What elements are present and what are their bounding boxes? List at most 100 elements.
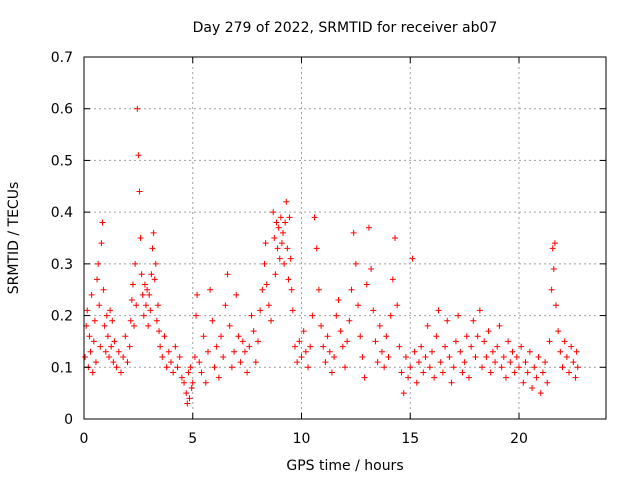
data-point bbox=[526, 348, 533, 355]
data-point bbox=[154, 302, 161, 309]
y-tick-label: 0.3 bbox=[51, 257, 73, 273]
data-point bbox=[202, 379, 209, 386]
data-point bbox=[415, 359, 422, 366]
y-axis-label: SRMTID / TECUs bbox=[6, 182, 22, 295]
data-point bbox=[87, 348, 94, 355]
data-point bbox=[94, 276, 101, 283]
data-point bbox=[378, 348, 385, 355]
data-point bbox=[233, 291, 240, 298]
data-point bbox=[144, 286, 151, 293]
data-point bbox=[235, 333, 242, 340]
data-point bbox=[489, 348, 496, 355]
data-point bbox=[573, 348, 580, 355]
data-point bbox=[559, 364, 566, 371]
data-point bbox=[222, 302, 229, 309]
data-point bbox=[426, 364, 433, 371]
data-point bbox=[120, 353, 127, 360]
data-point bbox=[108, 343, 115, 350]
data-point bbox=[502, 374, 509, 381]
data-point bbox=[150, 229, 157, 236]
data-point bbox=[248, 312, 255, 319]
data-point bbox=[374, 359, 381, 366]
data-point bbox=[107, 307, 114, 314]
data-point bbox=[159, 353, 166, 360]
data-point bbox=[346, 317, 353, 324]
data-point bbox=[326, 348, 333, 355]
data-point bbox=[117, 369, 124, 376]
data-point bbox=[131, 322, 138, 329]
data-point bbox=[472, 353, 479, 360]
data-point bbox=[407, 364, 414, 371]
data-point bbox=[422, 353, 429, 360]
x-tick-label: 0 bbox=[80, 431, 89, 447]
data-point bbox=[146, 291, 153, 298]
data-point bbox=[500, 353, 507, 360]
data-point bbox=[126, 343, 133, 350]
data-point bbox=[231, 348, 238, 355]
data-point bbox=[470, 317, 477, 324]
data-point bbox=[555, 328, 562, 335]
data-point bbox=[213, 343, 220, 350]
data-point bbox=[262, 240, 269, 247]
data-point bbox=[344, 338, 351, 345]
data-point bbox=[134, 105, 141, 112]
data-point bbox=[289, 307, 296, 314]
data-point bbox=[241, 348, 248, 355]
data-point bbox=[96, 302, 103, 309]
x-tick-label: 20 bbox=[510, 431, 528, 447]
y-tick-label: 0 bbox=[64, 412, 73, 428]
y-tick-label: 0.5 bbox=[51, 153, 73, 169]
data-point bbox=[520, 379, 527, 386]
data-point bbox=[246, 343, 253, 350]
data-point bbox=[424, 322, 431, 329]
data-point bbox=[97, 343, 104, 350]
data-point bbox=[542, 359, 549, 366]
data-point bbox=[287, 255, 294, 262]
data-point bbox=[498, 364, 505, 371]
data-point bbox=[284, 245, 291, 252]
data-point bbox=[82, 353, 89, 360]
data-point bbox=[270, 209, 277, 216]
data-point bbox=[273, 219, 280, 226]
data-point bbox=[550, 266, 557, 273]
data-point bbox=[196, 359, 203, 366]
data-point bbox=[276, 255, 283, 262]
data-point bbox=[239, 338, 246, 345]
data-point bbox=[277, 214, 284, 221]
data-point bbox=[211, 364, 218, 371]
data-point bbox=[294, 359, 301, 366]
data-point bbox=[315, 286, 322, 293]
data-point bbox=[95, 260, 102, 267]
data-point bbox=[291, 343, 298, 350]
tick-labels: 0 0.1 0.2 0.3 0.4 0.5 0.6 0.7 0 5 10 15 20 bbox=[51, 50, 528, 447]
plot-frame bbox=[83, 56, 607, 420]
data-point bbox=[209, 317, 216, 324]
data-point bbox=[280, 229, 287, 236]
data-point bbox=[311, 214, 318, 221]
data-point bbox=[226, 322, 233, 329]
data-point bbox=[157, 343, 164, 350]
data-point bbox=[420, 369, 427, 376]
data-point bbox=[137, 235, 144, 241]
data-point bbox=[387, 312, 394, 319]
data-point bbox=[129, 281, 136, 288]
data-point bbox=[189, 379, 196, 386]
data-point bbox=[207, 286, 214, 293]
x-tick-label: 15 bbox=[401, 431, 419, 447]
data-point bbox=[259, 286, 266, 293]
data-point bbox=[224, 271, 231, 278]
data-point bbox=[474, 333, 481, 340]
data-point bbox=[309, 312, 316, 319]
data-point bbox=[548, 286, 555, 293]
data-point bbox=[461, 359, 468, 366]
data-point bbox=[357, 333, 364, 340]
data-point bbox=[539, 369, 546, 376]
data-point bbox=[176, 353, 183, 360]
data-point bbox=[168, 359, 174, 366]
y-tick-label: 0.1 bbox=[51, 360, 73, 376]
data-point bbox=[389, 276, 396, 283]
data-point bbox=[122, 333, 129, 340]
data-point bbox=[141, 281, 148, 288]
data-point bbox=[333, 312, 340, 319]
